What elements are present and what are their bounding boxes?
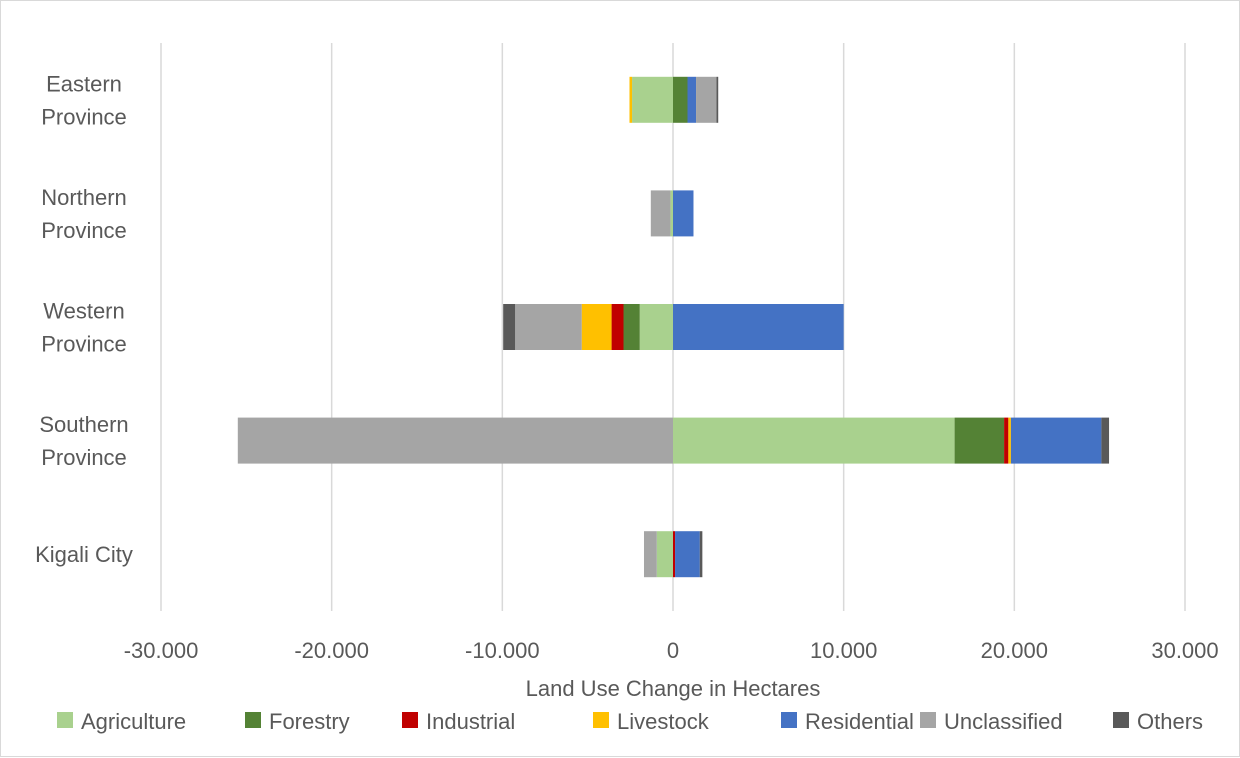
category-label-line: Province <box>41 218 127 243</box>
legend-item-agriculture: Agriculture <box>57 709 186 734</box>
bar-unclassified-eastern-province <box>696 76 717 123</box>
bar-agriculture-eastern-province <box>632 76 673 123</box>
category-label-line: Province <box>41 445 127 470</box>
bar-industrial-kigali-city <box>673 531 676 578</box>
bar-residential-western-province <box>673 304 844 350</box>
legend-swatch <box>245 712 261 728</box>
legend-swatch <box>402 712 418 728</box>
bar-livestock-western-province <box>581 304 612 350</box>
bar-unclassified-western-province <box>515 304 582 350</box>
bar-unclassified-northern-province <box>650 190 671 237</box>
bars <box>237 76 1110 578</box>
bar-forestry-southern-province <box>954 417 1005 464</box>
x-tick-label: -30.000 <box>124 638 199 663</box>
x-tick-label: 20.000 <box>981 638 1048 663</box>
category-label-line: Northern <box>41 185 127 210</box>
category-label-line: Province <box>41 104 127 129</box>
bar-residential-southern-province <box>1010 417 1102 464</box>
bar-others-western-province <box>503 304 516 350</box>
legend-label: Residential <box>805 709 914 734</box>
legend-item-forestry: Forestry <box>245 709 350 734</box>
category-label-western-province: Western Province <box>41 299 127 357</box>
bar-others-southern-province <box>1101 417 1110 464</box>
category-label-kigali-city: Kigali City <box>35 542 133 567</box>
legend-item-livestock: Livestock <box>593 709 710 734</box>
legend-label: Industrial <box>426 709 515 734</box>
category-label-eastern-province: Eastern Province <box>41 71 127 129</box>
category-label-northern-province: Northern Province <box>41 185 127 243</box>
x-tick-label: 0 <box>667 638 679 663</box>
legend-label: Others <box>1137 709 1203 734</box>
bar-industrial-southern-province <box>1004 417 1009 464</box>
bar-residential-northern-province <box>673 190 694 237</box>
legend-label: Unclassified <box>944 709 1063 734</box>
bar-agriculture-southern-province <box>673 417 955 464</box>
legend-label: Agriculture <box>81 709 186 734</box>
legend-swatch <box>920 712 936 728</box>
category-label-line: Kigali City <box>35 542 133 567</box>
bar-unclassified-kigali-city <box>643 531 657 578</box>
legend-label: Forestry <box>269 709 350 734</box>
x-tick-label: -20.000 <box>294 638 369 663</box>
category-label-line: Eastern <box>46 71 122 96</box>
legend-swatch <box>57 712 73 728</box>
bar-agriculture-western-province <box>639 304 673 350</box>
category-label-line: Western <box>43 299 125 324</box>
x-axis-title: Land Use Change in Hectares <box>526 676 821 701</box>
bar-agriculture-kigali-city <box>656 531 673 578</box>
legend-label: Livestock <box>617 709 710 734</box>
legend: Agriculture Forestry Industrial Livestock Re… <box>57 709 1203 734</box>
category-labels: Kigali City Southern Province Western Provin… <box>35 71 133 567</box>
legend-item-others: Others <box>1113 709 1203 734</box>
legend-swatch <box>593 712 609 728</box>
category-label-southern-province: Southern Province <box>39 412 128 470</box>
x-axis-tick-labels: -30.000 -20.000 -10.000 0 10.000 20.000 30.000 <box>124 638 1219 663</box>
bar-others-eastern-province <box>716 76 719 123</box>
legend-item-industrial: Industrial <box>402 709 515 734</box>
bar-unclassified-southern-province <box>237 417 674 464</box>
x-tick-label: 10.000 <box>810 638 877 663</box>
bar-agriculture-northern-province <box>670 190 673 237</box>
bar-industrial-western-province <box>611 304 624 350</box>
legend-swatch <box>781 712 797 728</box>
x-tick-label: -10.000 <box>465 638 540 663</box>
bar-livestock-eastern-province <box>629 76 633 123</box>
bar-livestock-southern-province <box>1008 417 1011 464</box>
legend-item-residential: Residential <box>781 709 914 734</box>
category-label-line: Province <box>41 332 127 357</box>
bar-residential-eastern-province <box>687 76 697 123</box>
x-tick-label: 30.000 <box>1151 638 1218 663</box>
bar-residential-kigali-city <box>675 531 700 578</box>
bar-forestry-eastern-province <box>673 76 688 123</box>
category-label-line: Southern <box>39 412 128 437</box>
bar-forestry-western-province <box>623 304 640 350</box>
legend-swatch <box>1113 712 1129 728</box>
bar-others-kigali-city <box>699 531 703 578</box>
legend-item-unclassified: Unclassified <box>920 709 1063 734</box>
